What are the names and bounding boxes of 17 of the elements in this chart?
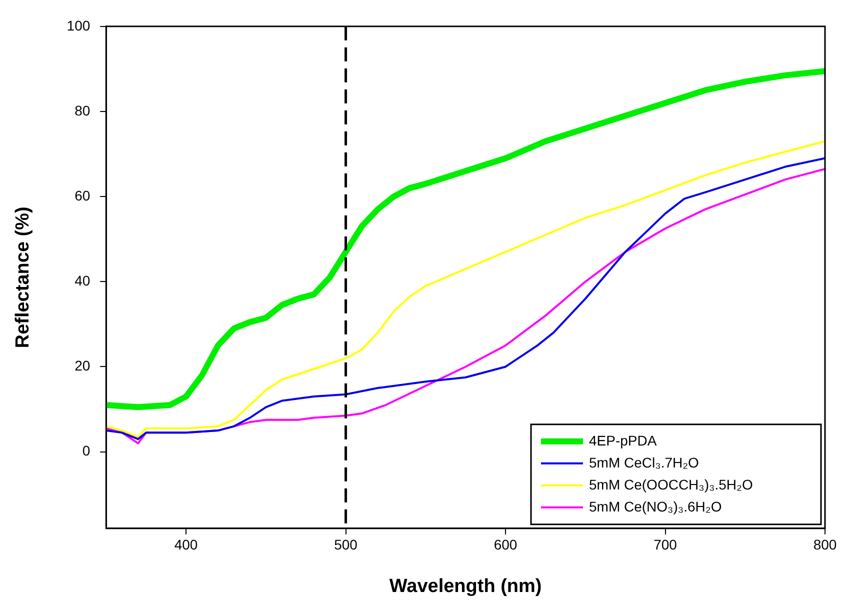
y-tick-label: 80 bbox=[74, 102, 90, 118]
x-tick-label: 800 bbox=[813, 536, 837, 553]
y-tick-label: 60 bbox=[74, 187, 90, 204]
x-tick-label: 600 bbox=[494, 536, 518, 553]
x-axis-title: Wavelength (nm) bbox=[389, 576, 542, 597]
y-axis-title: Reflectance (%) bbox=[12, 206, 34, 348]
legend-label: 4EP-pPDA bbox=[589, 432, 658, 448]
y-tick-label: 0 bbox=[82, 442, 90, 459]
x-tick-label: 700 bbox=[654, 536, 678, 553]
legend-label: 5mM Ce(NO₃)₃.6H₂O bbox=[589, 498, 722, 514]
legend-label: 5mM Ce(OOCCH₃)₃.5H₂O bbox=[589, 476, 753, 492]
legend-label: 5mM CeCl₃.7H₂O bbox=[589, 454, 700, 470]
y-tick-label: 100 bbox=[66, 17, 90, 34]
x-tick-label: 500 bbox=[334, 536, 358, 553]
x-tick-label: 400 bbox=[174, 536, 198, 553]
y-tick-label: 20 bbox=[74, 358, 90, 374]
y-tick-label: 40 bbox=[74, 272, 90, 289]
